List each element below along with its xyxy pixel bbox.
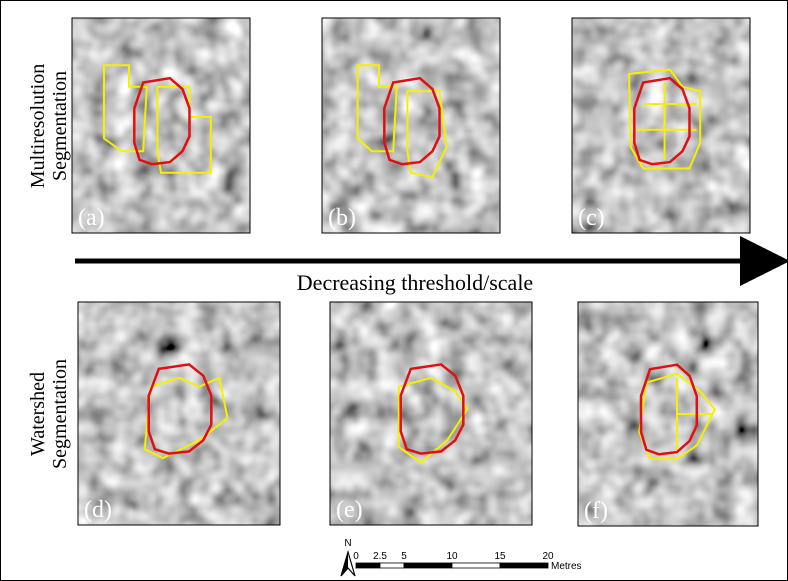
segment-outline	[356, 64, 448, 179]
reference-outline	[383, 76, 441, 166]
image-border	[329, 301, 533, 526]
panel: (b)	[321, 17, 501, 234]
panel: (a)	[71, 17, 251, 234]
row-label: Segmentation	[49, 359, 71, 469]
scale-label: 0	[353, 551, 359, 562]
panel-label: (d)	[84, 497, 112, 523]
panel: (d)	[77, 301, 281, 526]
panel-label: (a)	[78, 205, 105, 231]
scale-segment	[379, 562, 405, 569]
scale-unit: Metres	[551, 561, 582, 572]
image-border	[71, 17, 251, 234]
reference-outline	[133, 76, 191, 166]
image-border	[577, 301, 759, 527]
row-label: Watershed	[27, 372, 49, 456]
image-border	[571, 17, 751, 234]
image	[72, 18, 250, 233]
scale-label: 20	[542, 551, 554, 562]
reference-outline	[147, 363, 213, 455]
image	[578, 302, 758, 526]
scale-segment	[499, 562, 549, 569]
segment-outline	[103, 64, 212, 174]
north-arrow: N	[340, 538, 356, 577]
north-label: N	[344, 538, 351, 549]
scale-label: 15	[494, 551, 506, 562]
image-border	[321, 17, 501, 234]
panel: (c)	[571, 17, 751, 234]
panel: (e)	[329, 301, 533, 526]
scale-segment	[403, 562, 453, 569]
row-label: Segmentation	[49, 71, 71, 181]
panel-label: (e)	[336, 497, 363, 523]
reference-outline	[633, 76, 691, 166]
row-label: Multiresolution	[27, 64, 49, 188]
panel-label: (b)	[328, 205, 356, 231]
arrow-label: Decreasing threshold/scale	[297, 270, 533, 295]
segment-outline	[397, 376, 469, 464]
image	[330, 302, 532, 525]
panel-label: (c)	[578, 205, 605, 231]
scale-label: 2.5	[373, 551, 387, 562]
image-border	[77, 301, 281, 526]
image	[322, 18, 500, 233]
scale-segment	[355, 562, 381, 569]
reference-outline	[639, 363, 699, 456]
scale-label: 10	[446, 551, 458, 562]
panel-label: (f)	[584, 498, 608, 524]
panel: (f)	[577, 301, 759, 527]
scale-segment	[451, 562, 501, 569]
reference-outline	[399, 363, 465, 455]
segment-outline	[143, 376, 229, 460]
image	[572, 18, 750, 233]
image	[78, 302, 280, 525]
scale-label: 5	[401, 551, 407, 562]
segment-outline	[627, 68, 702, 170]
